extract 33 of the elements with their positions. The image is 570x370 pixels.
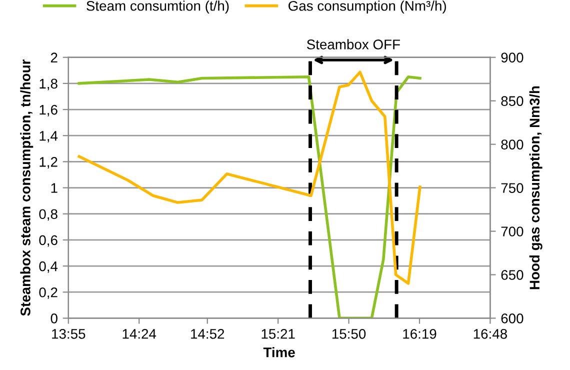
y2-axis-title: Hood gas consumption, Nm3/h (529, 86, 542, 290)
line-series (78, 76, 422, 318)
x-tick-label: 16:19 (403, 328, 436, 339)
legend-label: Steam consumtion (t/h) (86, 0, 229, 14)
y-tick-label: 0,4 (39, 261, 58, 273)
text: Steambox OFF (306, 39, 400, 50)
y2-tick-label: 850 (501, 96, 524, 106)
y-tick-label: 1,8 (40, 78, 58, 90)
y2-tick-label: 650 (501, 270, 524, 280)
x-tick-label: 15:50 (332, 328, 366, 339)
x-tick-label: 15:21 (262, 328, 295, 339)
y-tick-label: 1,2 (40, 157, 58, 168)
y2-tick-label: 800 (501, 140, 524, 150)
y-tick-label: 0,8 (39, 209, 58, 221)
x-tick-label: 16:48 (474, 328, 507, 339)
x-tick-label: 14:52 (191, 328, 224, 339)
y-tick-label: 0 (50, 314, 58, 324)
y-tick-label: 0,2 (39, 287, 58, 299)
y-tick-label: 1,6 (40, 104, 58, 116)
y-tick-label: 2 (50, 52, 58, 62)
y2-tick-label: 600 (501, 314, 524, 324)
y2-tick-label: 900 (501, 52, 524, 63)
y-axis-title: Steambox steam consumption, tn/hour (20, 59, 34, 316)
y-tick-label: 0,6 (39, 235, 58, 247)
x-axis-title: Time (263, 347, 295, 358)
x-tick-label: 14:24 (122, 328, 156, 339)
y-tick-label: 1 (51, 183, 58, 193)
x-tick-label: 13:55 (52, 328, 86, 339)
line-series (78, 70, 422, 285)
y-tick-label: 1,4 (40, 131, 58, 142)
y2-tick-label: 750 (501, 183, 524, 193)
y2-tick-label: 700 (501, 226, 524, 236)
legend-label: Gas consumption (Nm³/h) (288, 0, 446, 14)
